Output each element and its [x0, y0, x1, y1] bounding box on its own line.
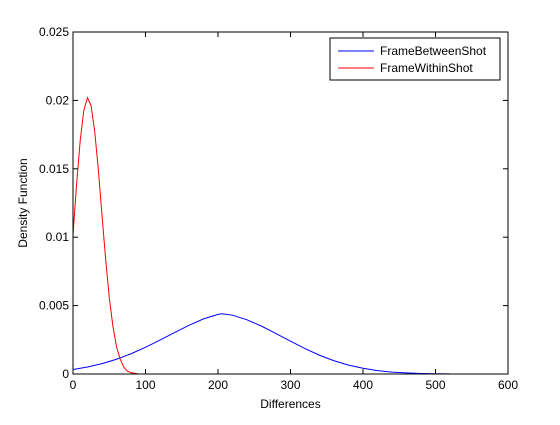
x-tick-label: 200	[208, 378, 228, 392]
x-axis-label: Differences	[260, 397, 320, 411]
x-tick-label: 0	[70, 378, 77, 392]
y-tick-label: 0	[62, 367, 69, 381]
y-tick-label: 0.01	[46, 230, 70, 244]
y-tick-label: 0.005	[39, 299, 69, 313]
legend: FrameBetweenShot FrameWithinShot	[329, 37, 501, 81]
plot-background	[73, 32, 508, 374]
legend-label: FrameBetweenShot	[380, 44, 487, 58]
legend-label: FrameWithinShot	[380, 61, 473, 75]
y-axis-label: Density Function	[16, 158, 30, 247]
x-tick-label: 600	[498, 378, 518, 392]
x-tick-label: 100	[135, 378, 155, 392]
axes-layer: 0 100 200 300 400 500 600 0 0.005 0.01 0.015 0.02 0.…	[39, 25, 518, 392]
series-line-FrameBetweenShot	[72, 313, 451, 375]
x-tick-label: 400	[353, 378, 373, 392]
legend-box	[329, 37, 501, 81]
y-tick-label: 0.02	[46, 93, 70, 107]
y-tick-label: 0.025	[39, 25, 69, 39]
y-tick-label: 0.015	[39, 162, 69, 176]
plot-area	[73, 32, 508, 374]
x-tick-label: 300	[280, 378, 300, 392]
x-tick-label: 500	[425, 378, 445, 392]
